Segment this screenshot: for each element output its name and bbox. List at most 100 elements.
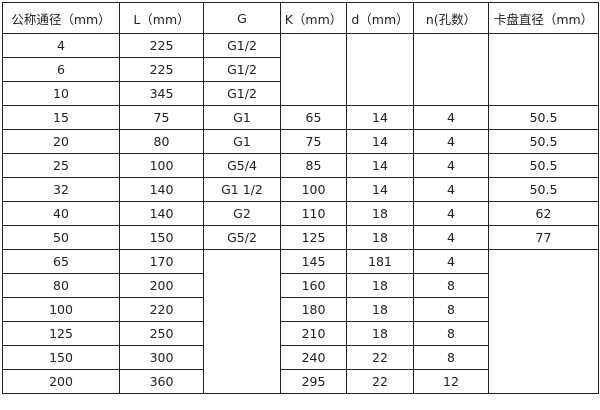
table-row: 15 75 G1 65 14 4 50.5: [2, 105, 599, 130]
table-cell: 180: [280, 297, 347, 322]
table-cell: 14: [346, 153, 414, 178]
table-cell: 50.5: [488, 129, 599, 154]
table-cell: G1: [203, 105, 281, 130]
table-cell: 14: [346, 177, 414, 202]
table-cell: 100: [280, 177, 347, 202]
table-cell: 100: [2, 297, 120, 322]
table-cell: 65: [2, 249, 120, 274]
table-cell: 40: [2, 201, 120, 226]
table-cell: 18: [346, 321, 414, 346]
table-row: 32 140 G1 1/2 100 14 4 50.5: [2, 177, 599, 202]
table-cell: K（mm）: [280, 2, 347, 34]
table-cell: 160: [280, 273, 347, 298]
table-row: 50 150 G5/2 125 18 4 77: [2, 225, 599, 250]
table-row: 20 80 G1 75 14 4 50.5: [2, 129, 599, 154]
table-cell: 4: [413, 225, 489, 250]
spec-table: 公称通径（mm） L（mm） G K（mm） d（mm） n(孔数） 卡盘直径（mm） 4 22…: [2, 2, 599, 394]
table-cell: [488, 249, 599, 394]
table-cell: 125: [2, 321, 120, 346]
table-cell: 4: [2, 33, 120, 58]
table-cell: 18: [346, 273, 414, 298]
table-cell: 125: [280, 225, 347, 250]
table-cell: 75: [119, 105, 204, 130]
table-cell: 12: [413, 369, 489, 394]
table-cell: 85: [280, 153, 347, 178]
table-cell: 140: [119, 201, 204, 226]
table-cell: 4: [413, 249, 489, 274]
table-cell: 14: [346, 129, 414, 154]
table-cell: 80: [2, 273, 120, 298]
table-row: 4 225 G1/2: [2, 33, 599, 106]
table-cell: 公称通径（mm）: [2, 2, 120, 34]
table-cell: 14: [346, 105, 414, 130]
table-row: 65 170 145 181 4: [2, 249, 599, 394]
table-cell: 250: [119, 321, 204, 346]
table-cell: d（mm）: [346, 2, 414, 34]
table-cell: 18: [346, 225, 414, 250]
table-cell: [203, 249, 281, 394]
table-row: 200 360 295 22 12: [2, 369, 599, 394]
table-cell: 4: [413, 177, 489, 202]
table-cell: 360: [119, 369, 204, 394]
table-cell: G5/4: [203, 153, 281, 178]
table-cell: 77: [488, 225, 599, 250]
table-cell: 22: [346, 369, 414, 394]
table-cell: G1/2: [203, 57, 281, 82]
table-row: 6 225 G1/2: [2, 57, 599, 82]
table-cell: 62: [488, 201, 599, 226]
table-cell: 15: [2, 105, 120, 130]
table-cell: [346, 33, 414, 106]
table-cell: 225: [119, 33, 204, 58]
table-cell: 300: [119, 345, 204, 370]
table-cell: 200: [2, 369, 120, 394]
table-cell: 295: [280, 369, 347, 394]
table-cell: G: [203, 2, 281, 34]
table-cell: 50.5: [488, 105, 599, 130]
table-cell: G1 1/2: [203, 177, 281, 202]
table-cell: 170: [119, 249, 204, 274]
table-cell: G1: [203, 129, 281, 154]
table-cell: 100: [119, 153, 204, 178]
table-cell: 145: [280, 249, 347, 274]
table-row: 125 250 210 18 8: [2, 321, 599, 346]
table-cell: 4: [413, 129, 489, 154]
table-cell: 240: [280, 345, 347, 370]
table-cell: 4: [413, 201, 489, 226]
table-cell: 65: [280, 105, 347, 130]
table-cell: 18: [346, 201, 414, 226]
table-cell: G2: [203, 201, 281, 226]
table-cell: 75: [280, 129, 347, 154]
table-cell: 25: [2, 153, 120, 178]
table-cell: 150: [119, 225, 204, 250]
table-cell: 8: [413, 273, 489, 298]
table-cell: 181: [346, 249, 414, 274]
table-cell: 225: [119, 57, 204, 82]
table-cell: 22: [346, 345, 414, 370]
table-cell: 4: [413, 105, 489, 130]
table-cell: 8: [413, 297, 489, 322]
table-cell: 140: [119, 177, 204, 202]
table-cell: L（mm）: [119, 2, 204, 34]
table-cell: [488, 33, 599, 106]
header-row: 公称通径（mm） L（mm） G K（mm） d（mm） n(孔数） 卡盘直径（mm）: [2, 2, 599, 34]
table-cell: 卡盘直径（mm）: [488, 2, 599, 34]
table-cell: G1/2: [203, 33, 281, 58]
table-cell: 110: [280, 201, 347, 226]
table-cell: 4: [413, 153, 489, 178]
table-cell: 10: [2, 81, 120, 106]
table-cell: 8: [413, 345, 489, 370]
table-cell: [280, 33, 347, 106]
table-row: 25 100 G5/4 85 14 4 50.5: [2, 153, 599, 178]
table-row: 40 140 G2 110 18 4 62: [2, 201, 599, 226]
table-cell: [413, 33, 489, 106]
table-cell: G1/2: [203, 81, 281, 106]
table-cell: 6: [2, 57, 120, 82]
table-cell: 50.5: [488, 177, 599, 202]
table-cell: G5/2: [203, 225, 281, 250]
table-cell: 210: [280, 321, 347, 346]
table-cell: 8: [413, 321, 489, 346]
table-cell: 200: [119, 273, 204, 298]
table-cell: 150: [2, 345, 120, 370]
table-cell: 220: [119, 297, 204, 322]
table-cell: 20: [2, 129, 120, 154]
